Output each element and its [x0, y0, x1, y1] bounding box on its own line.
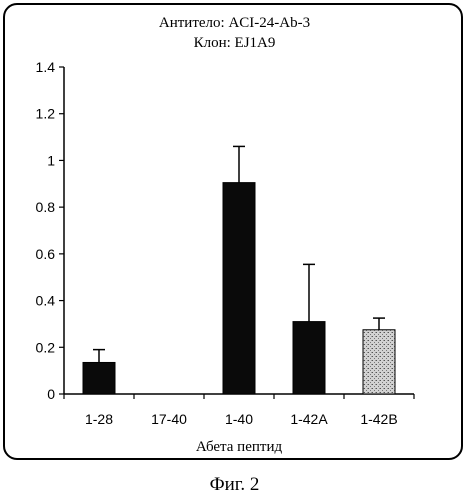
- figure-caption: Фиг. 2: [0, 474, 469, 496]
- y-tick-label: 0.8: [36, 199, 56, 215]
- bar: [363, 330, 395, 394]
- x-tick-label: 1-28: [85, 411, 113, 427]
- y-tick-label: 0.6: [36, 246, 56, 262]
- x-tick-label: 1-40: [225, 411, 253, 427]
- x-axis-title: Абета пептид: [196, 439, 283, 455]
- y-tick-label: 1: [47, 152, 55, 168]
- x-tick-label: 1-42A: [290, 411, 328, 427]
- y-tick-label: 0.4: [36, 293, 56, 309]
- y-tick-label: 0.2: [36, 339, 56, 355]
- bar: [223, 183, 255, 394]
- y-tick-label: 0: [47, 386, 55, 402]
- bar-chart: 00.20.40.60.811.21.4 1-2817-401-401-42A1…: [0, 0, 469, 470]
- bar: [83, 362, 115, 394]
- x-axis: 1-28 17-40 1-40 1-42A 1-42B: [64, 394, 414, 427]
- y-axis: 0 0.2 0.4 0.6 0.8 1 1.2 1.4: [36, 59, 64, 402]
- y-tick-label: 1.2: [36, 106, 56, 122]
- x-tick-label: 17-40: [151, 411, 187, 427]
- x-tick-label: 1-42B: [360, 411, 397, 427]
- bars: [83, 183, 395, 394]
- y-tick-label: 1.4: [36, 59, 56, 75]
- bar: [293, 322, 325, 394]
